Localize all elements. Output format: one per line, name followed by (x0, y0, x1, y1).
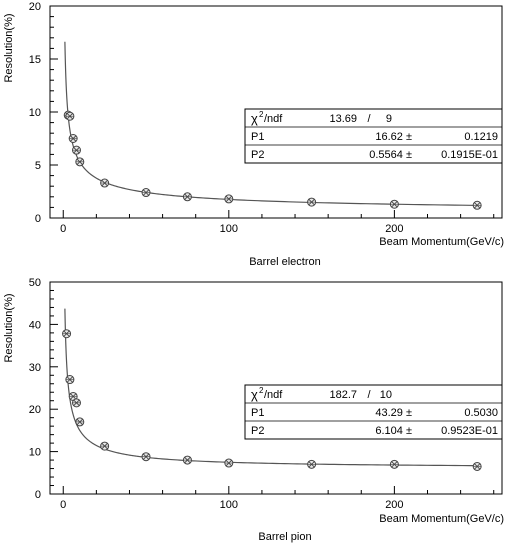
ndf-value: 10 (380, 389, 392, 401)
data-point (71, 145, 81, 155)
data-point (71, 398, 81, 408)
y-tick-label: 0 (35, 213, 41, 225)
param-error: 0.1219 (464, 131, 498, 143)
data-point (182, 192, 192, 202)
param-error: 0.5030 (464, 407, 498, 419)
y-axis-title: Resolution(%) (3, 13, 15, 82)
data-point (68, 134, 78, 143)
x-axis-title: Beam Momentum(GeV/c) (379, 513, 504, 525)
data-point (65, 375, 75, 385)
chi2-label: /ndf (264, 389, 283, 401)
axis-ticks: 0 100 200 0 10 20 30 40 50 (29, 277, 495, 511)
param-value: 0.5564 ± (369, 149, 412, 161)
chi2-separator: / (367, 113, 371, 125)
data-point (307, 197, 317, 207)
x-tick-label: 0 (60, 499, 66, 511)
data-point (224, 458, 234, 468)
x-tick-label: 0 (60, 223, 66, 235)
chi2-label: /ndf (264, 113, 283, 125)
data-point (224, 194, 234, 204)
chi2-power: 2 (259, 386, 264, 395)
y-tick-label: 50 (29, 277, 41, 289)
data-point (307, 459, 317, 469)
param-value: 16.62 ± (375, 131, 412, 143)
chi2-value: 182.7 (329, 389, 357, 401)
fit-stats-box: χ 2 /ndf 13.69 / 9 P1 16.62 ± 0.1219 P2 … (244, 108, 503, 164)
axis-ticks: 0 100 200 0 5 10 15 20 (29, 1, 495, 235)
data-point (182, 455, 192, 465)
data-point (141, 188, 151, 198)
chi2-power: 2 (259, 110, 264, 119)
data-point (100, 178, 110, 188)
x-tick-label: 100 (220, 499, 238, 511)
x-tick-label: 200 (385, 223, 403, 235)
y-tick-label: 40 (29, 319, 41, 331)
param-value: 43.29 ± (375, 407, 412, 419)
param-error: 0.1915E-01 (441, 149, 498, 161)
data-point (100, 441, 110, 451)
data-point (141, 452, 151, 462)
stats-box-frame (244, 384, 503, 440)
data-point (389, 199, 399, 209)
data-points-group (62, 329, 482, 471)
param-error: 0.9523E-01 (441, 425, 498, 437)
param-value: 6.104 ± (375, 425, 412, 437)
data-point (389, 459, 399, 469)
param-name: P2 (251, 425, 264, 437)
data-point (65, 111, 75, 121)
fit-stats-box: χ 2 /ndf 182.7 / 10 P1 43.29 ± 0.5030 P2… (244, 384, 503, 440)
data-point (472, 461, 482, 471)
y-tick-label: 0 (35, 489, 41, 501)
y-tick-label: 15 (29, 54, 41, 66)
x-tick-label: 200 (385, 499, 403, 511)
chi2-separator: / (367, 389, 371, 401)
y-axis-title: Resolution(%) (3, 293, 15, 362)
param-name: P1 (251, 407, 264, 419)
data-point (472, 200, 482, 210)
panel-caption: Barrel electron (249, 256, 321, 268)
chi2-symbol: χ (251, 111, 258, 126)
y-tick-label: 20 (29, 404, 41, 416)
chi2-value: 13.69 (329, 113, 357, 125)
x-axis-title: Beam Momentum(GeV/c) (379, 236, 504, 248)
electron-resolution-panel: 0 100 200 0 5 10 15 20 Beam Momentum(GeV/c) Res… (3, 1, 504, 268)
y-tick-label: 10 (29, 447, 41, 459)
y-tick-label: 5 (35, 160, 41, 172)
panel-caption: Barrel pion (258, 531, 311, 543)
y-tick-label: 10 (29, 107, 41, 119)
param-name: P2 (251, 149, 264, 161)
param-name: P1 (251, 131, 264, 143)
data-point (75, 417, 85, 427)
x-tick-label: 100 (220, 223, 238, 235)
data-point (62, 329, 72, 339)
chi2-symbol: χ (251, 387, 258, 402)
y-tick-label: 20 (29, 1, 41, 13)
ndf-value: 9 (386, 113, 392, 125)
y-tick-label: 30 (29, 362, 41, 374)
data-point (75, 157, 85, 167)
stats-box-frame (244, 108, 503, 164)
data-points-group (63, 110, 482, 210)
